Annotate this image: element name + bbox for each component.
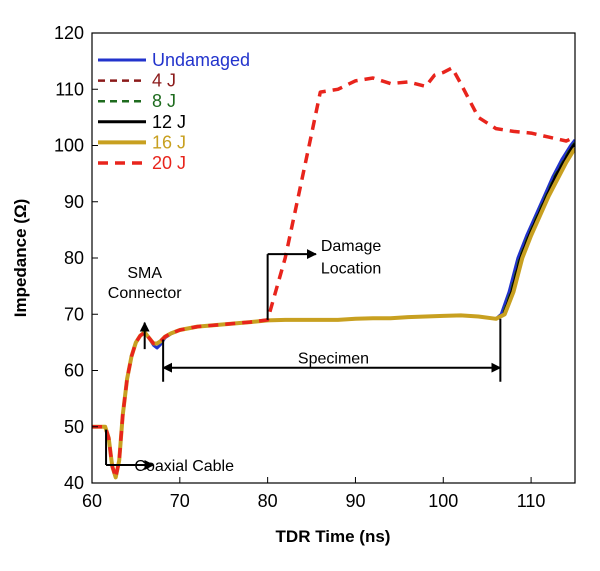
annotation-layer: SMA Connector Damage Location Specimen Coaxia… xyxy=(105,238,502,475)
y-tick-label: 90 xyxy=(64,192,84,212)
x-tick-label: 90 xyxy=(345,491,365,511)
annotation-label: Specimen xyxy=(298,351,369,368)
y-tick-label: 80 xyxy=(64,248,84,268)
legend-label: Undamaged xyxy=(152,50,250,70)
y-axis-title: Impedance (Ω) xyxy=(11,199,30,318)
series-line-20-j xyxy=(92,66,575,480)
series-layer xyxy=(92,66,575,480)
x-tick-label: 70 xyxy=(170,491,190,511)
y-tick-label: 60 xyxy=(64,361,84,381)
x-tick-label: 110 xyxy=(517,491,546,511)
y-tick-label: 70 xyxy=(64,304,84,324)
legend-label: 4 J xyxy=(152,71,176,91)
legend-label: 8 J xyxy=(152,91,176,111)
axis-ticks: 60 70 80 90 100 110 40 50 60 70 80 90 100 110 120 xyxy=(54,23,545,511)
x-tick-label: 60 xyxy=(82,491,102,511)
annotation-label: Location xyxy=(321,261,382,278)
annotation-label: Coaxial Cable xyxy=(134,458,234,475)
y-tick-label: 100 xyxy=(54,136,84,156)
series-line-undamaged xyxy=(92,138,575,479)
legend-label: 12 J xyxy=(152,112,186,132)
x-axis-title: TDR Time (ns) xyxy=(276,527,391,546)
annotation-label: Damage xyxy=(321,238,382,255)
annotation-label: Connector xyxy=(108,285,182,302)
y-tick-label: 120 xyxy=(54,23,84,43)
annotation-label: SMA xyxy=(127,265,162,282)
y-tick-label: 110 xyxy=(55,79,84,99)
y-tick-label: 40 xyxy=(64,473,84,493)
legend-label: 20 J xyxy=(152,153,186,173)
y-tick-label: 50 xyxy=(64,417,84,437)
x-tick-label: 80 xyxy=(258,491,278,511)
x-tick-label: 100 xyxy=(428,491,458,511)
legend-label: 16 J xyxy=(152,132,186,152)
